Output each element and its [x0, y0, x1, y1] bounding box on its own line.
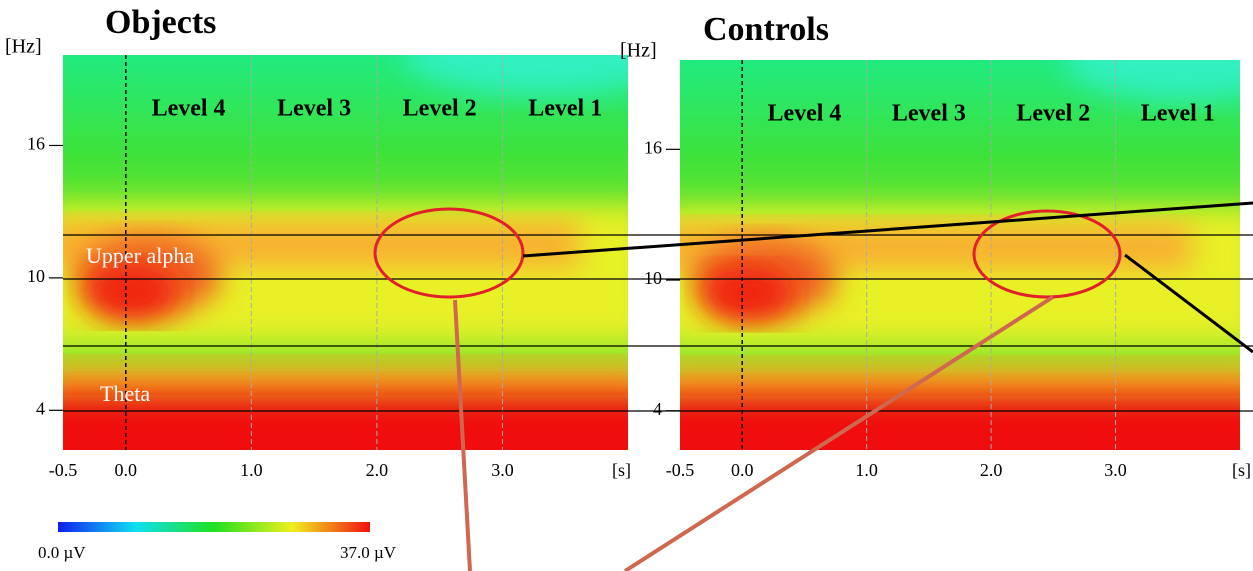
heatmap-blob	[680, 395, 1240, 450]
level-label: Level 3	[277, 96, 351, 122]
colorbar-min-label: 0.0 µV	[38, 543, 86, 562]
level-label: Level 3	[892, 101, 966, 127]
y-tick-label: 16	[644, 137, 662, 157]
panel-title: Objects	[105, 4, 216, 41]
connector	[522, 201, 1253, 258]
x-tick-label: 0.0	[115, 460, 138, 480]
heatmap-blob	[1064, 60, 1240, 100]
level-label: Level 1	[528, 96, 602, 122]
connector	[453, 299, 472, 571]
highlight-ellipse	[972, 209, 1122, 299]
x-tick-label: 0.0	[731, 460, 754, 480]
x-unit: [s]	[612, 460, 631, 480]
y-tick-label: 4	[653, 399, 662, 419]
level-label: Level 4	[152, 96, 226, 122]
y-tick-label: 4	[36, 398, 45, 418]
level-label: Level 2	[403, 96, 477, 122]
x-tick-label: 3.0	[1104, 460, 1127, 480]
x-tick-label: 1.0	[855, 460, 878, 480]
y-unit: [Hz]	[5, 36, 42, 58]
panel-title: Controls	[703, 11, 829, 48]
level-label: Level 1	[1141, 101, 1215, 127]
x-tick-label: 2.0	[980, 460, 1003, 480]
plots: Objects [Hz] [s] -0.5 0.0 1.0 2.0 3.0 4 10 16 Level…	[5, 4, 1251, 480]
panel: Objects [Hz] [s] -0.5 0.0 1.0 2.0 3.0 4 10 16 Level…	[5, 4, 631, 480]
heatmap-blob	[403, 55, 628, 95]
y-tick-label: 16	[27, 134, 45, 154]
band-label: Theta	[100, 381, 150, 406]
band-label: Upper alpha	[86, 243, 194, 268]
heatmap-blob	[702, 266, 792, 322]
connector	[1124, 253, 1253, 354]
x-tick-label: -0.5	[49, 460, 78, 480]
level-label: Level 2	[1016, 101, 1090, 127]
y-unit: [Hz]	[620, 40, 657, 62]
highlight-ellipse	[373, 207, 525, 299]
heatmap	[680, 60, 1240, 450]
panel: Controls [Hz] [s] -0.5 0.0 1.0 2.0 3.0 4 10 16 Leve…	[620, 11, 1251, 480]
overlay: Upper alpha Theta 0.0 µV 37.0 µV	[38, 201, 1253, 571]
heatmap-blob	[85, 264, 176, 320]
x-tick-label: 3.0	[491, 460, 514, 480]
x-tick-label: -0.5	[666, 460, 695, 480]
x-tick-label: 1.0	[240, 460, 263, 480]
y-tick-label: 10	[27, 266, 45, 286]
colorbar	[58, 522, 370, 532]
level-label: Level 4	[767, 101, 841, 127]
x-tick-label: 2.0	[366, 460, 389, 480]
x-unit: [s]	[1232, 460, 1251, 480]
heatmap-blob	[63, 394, 628, 450]
heatmap	[63, 55, 628, 450]
y-tick-label: 10	[644, 268, 662, 288]
colorbar-max-label: 37.0 µV	[340, 543, 397, 562]
connector	[623, 295, 1055, 571]
